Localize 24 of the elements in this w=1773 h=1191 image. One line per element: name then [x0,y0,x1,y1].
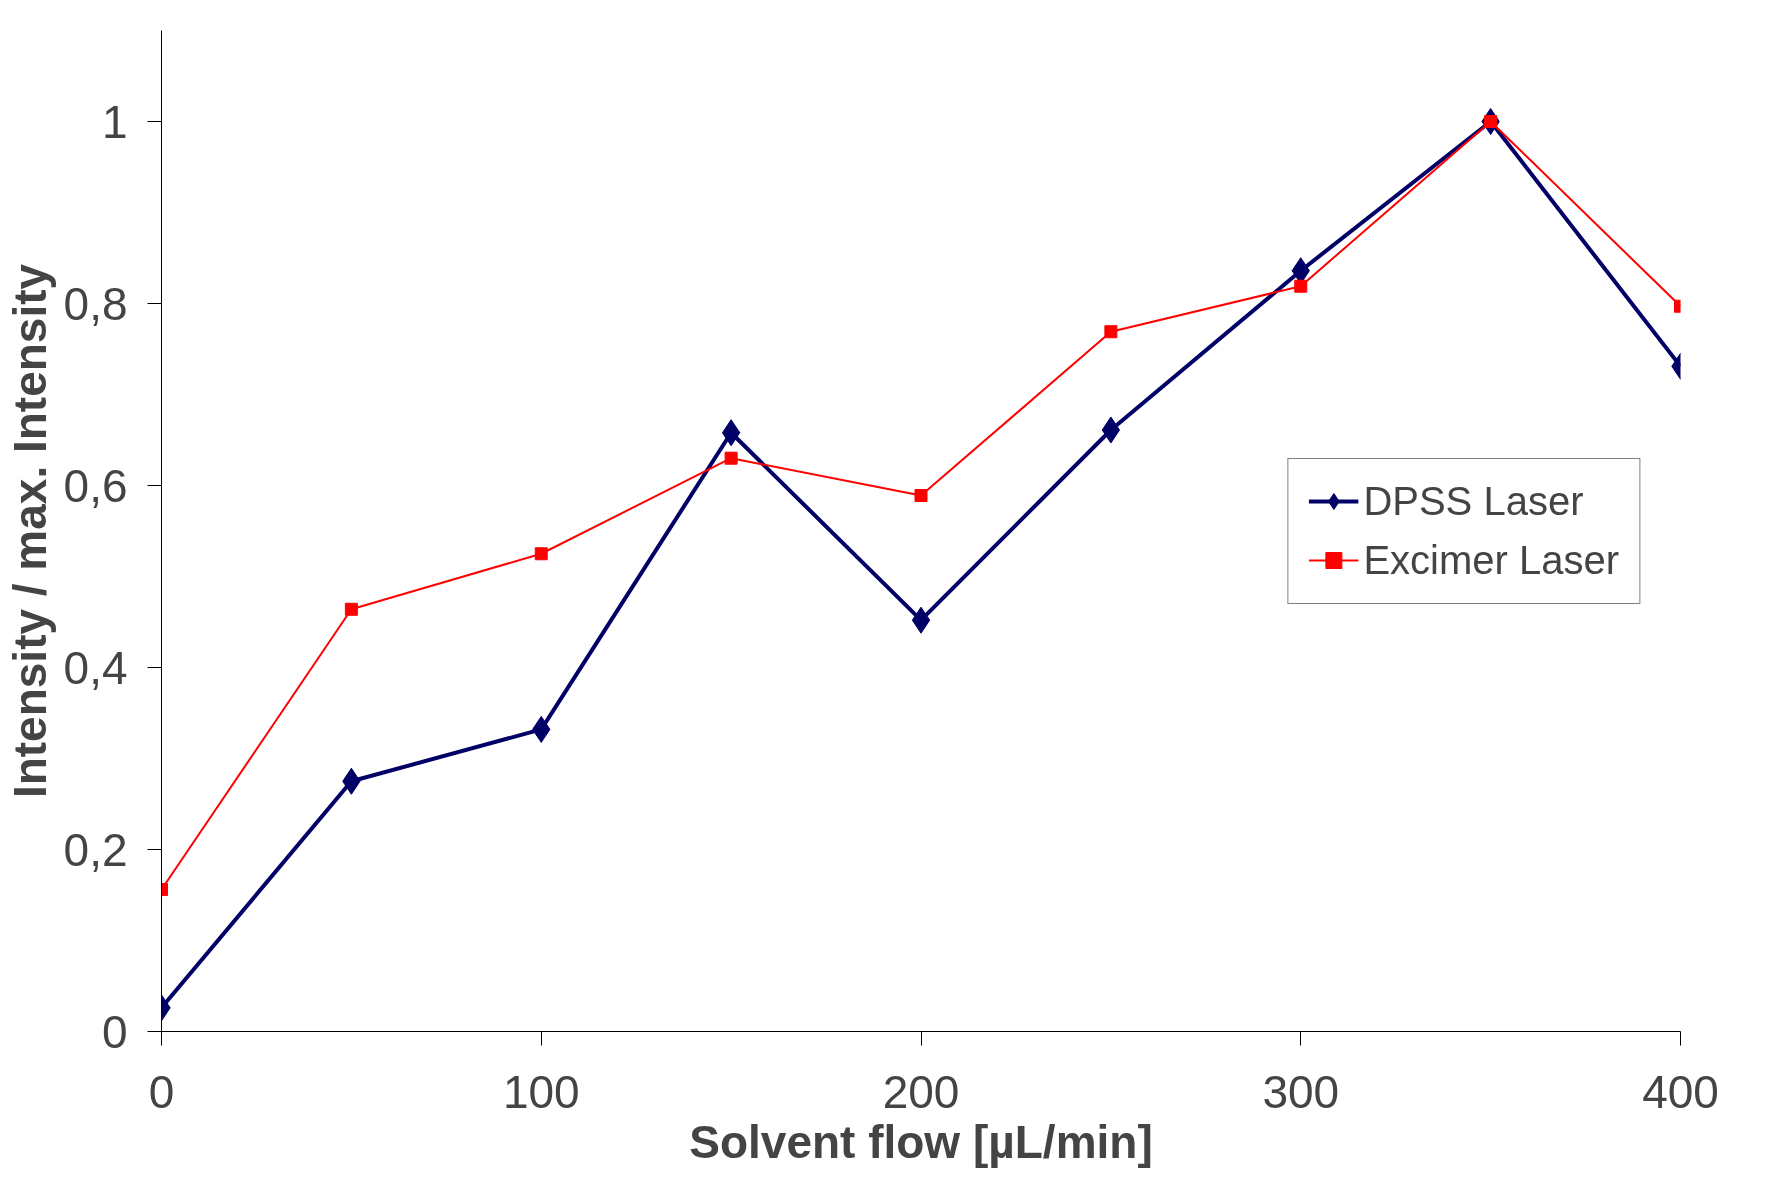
point [721,419,741,447]
x-tick-label: 200 [882,1065,960,1118]
point [911,606,931,634]
y-tick-label: 0,2 [63,823,128,876]
point [534,547,548,561]
y-tick-label: 1 [101,95,128,148]
y-tick-label: 0,6 [63,459,128,512]
point [914,489,928,503]
y-tick-label: 0,8 [63,277,128,330]
y-axis-title: Intensity / max. Intensity [3,263,56,799]
y-tick-label: 0,4 [63,641,128,694]
point [1104,325,1118,339]
x-tick-label: 100 [502,1065,580,1118]
x-tick-label: 400 [1642,1065,1719,1118]
y-tick-label: 0 [101,1005,128,1058]
point [1101,416,1121,444]
legend-label: DPSS Laser [1363,478,1584,524]
point [1294,279,1308,293]
x-tick-label: 0 [148,1065,175,1118]
point [344,602,358,616]
x-tick-label: 300 [1262,1065,1340,1118]
legend-label: Excimer Laser [1363,537,1619,583]
point [724,451,738,465]
x-axis-title: Solvent flow [µL/min] [689,1115,1153,1168]
